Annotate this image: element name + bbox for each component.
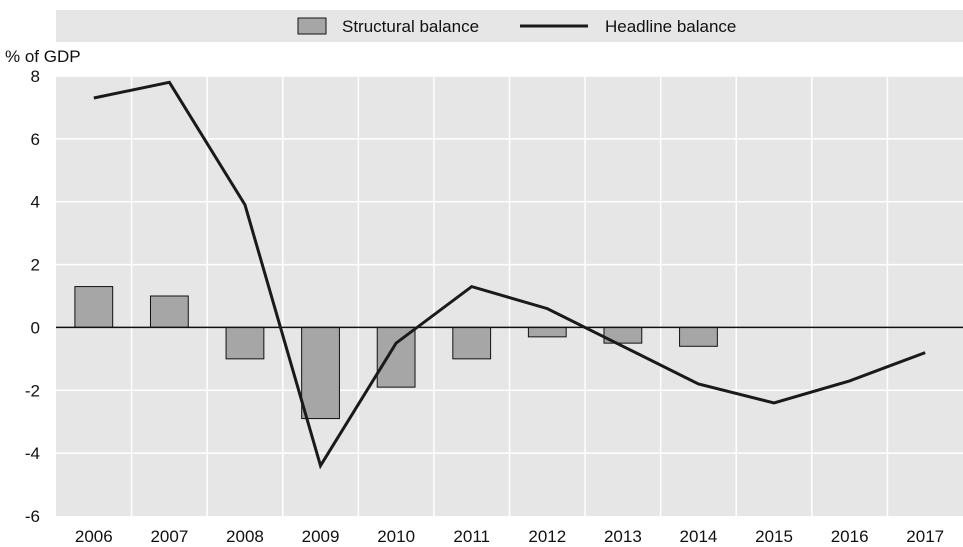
x-tick-label: 2006: [75, 527, 113, 546]
x-tick-label: 2011: [453, 527, 490, 546]
x-tick-label: 2017: [906, 527, 944, 546]
y-tick-label: 4: [31, 193, 40, 212]
y-tick-label: 6: [31, 130, 40, 149]
y-axis-unit-label: % of GDP: [5, 47, 81, 66]
bar-structural-balance-2008: [225, 326, 265, 360]
bar-structural-balance-2012: [527, 326, 567, 338]
x-tick-label: 2009: [302, 527, 340, 546]
x-tick-label: 2007: [150, 527, 188, 546]
x-tick-label: 2013: [604, 527, 642, 546]
y-axis-ticks: -6 -4 -2 0 2 4 6 8: [25, 67, 40, 526]
bar-structural-balance-2010: [376, 326, 416, 388]
legend-label-structural-balance: Structural balance: [342, 17, 479, 36]
y-tick-label: -2: [25, 381, 40, 400]
bar-structural-balance-2007: [149, 295, 189, 328]
bar-structural-balance-2006: [74, 286, 114, 328]
x-axis-ticks: 2006 2007 2008 2009 2010 2011 2012 2013 2014 2015…: [75, 527, 944, 546]
bar-structural-balance-2009: [301, 326, 340, 420]
line-headline-balance: [93, 80, 926, 470]
x-tick-label: 2016: [831, 527, 869, 546]
y-tick-label: 2: [31, 256, 40, 275]
line-layer: [93, 80, 926, 470]
bars-layer: [74, 286, 718, 420]
grid-layer: [56, 75, 963, 516]
x-tick-label: 2008: [226, 527, 264, 546]
x-tick-label: 2015: [755, 527, 793, 546]
legend-swatch-structural-balance: [297, 17, 327, 35]
bar-structural-balance-2014: [679, 326, 718, 347]
legend-background: [56, 10, 963, 42]
legend: Structural balance Headline balance: [56, 10, 963, 42]
y-tick-label: 8: [31, 67, 40, 86]
x-tick-label: 2010: [377, 527, 415, 546]
y-tick-label: -6: [25, 507, 40, 526]
x-tick-label: 2014: [680, 527, 718, 546]
y-tick-label: -4: [25, 444, 40, 463]
x-tick-label: 2012: [528, 527, 566, 546]
y-tick-label: 0: [31, 318, 40, 337]
legend-label-headline-balance: Headline balance: [605, 17, 736, 36]
bar-structural-balance-2011: [452, 326, 492, 360]
